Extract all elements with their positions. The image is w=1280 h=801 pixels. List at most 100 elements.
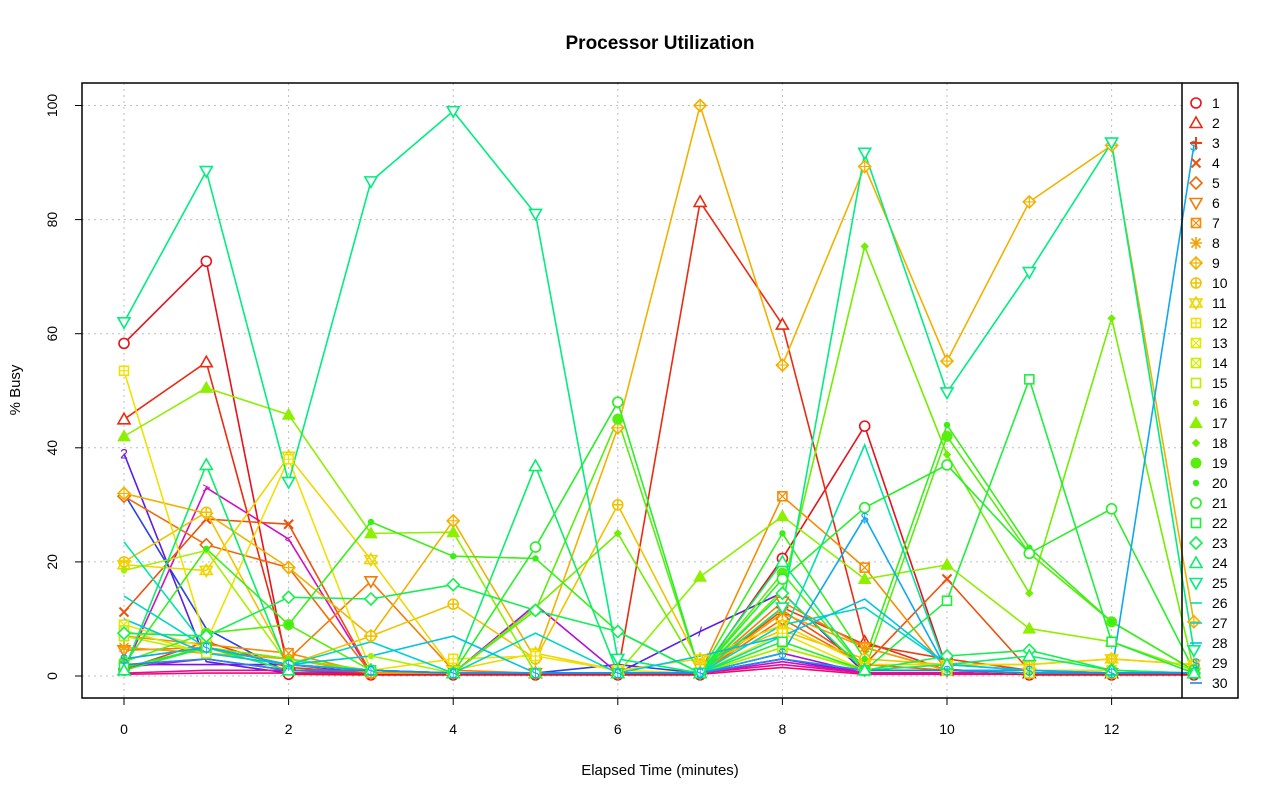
point-s21-x10	[941, 459, 953, 471]
y-tick-label-2: 40	[44, 440, 60, 456]
point-s23-x5	[528, 603, 543, 618]
legend-swatch-4	[1190, 157, 1202, 169]
legend-swatch-1	[1190, 97, 1202, 109]
point-s1-x9	[858, 420, 871, 432]
x-tick-label-2: 4	[449, 721, 457, 737]
point-s12-x8	[777, 627, 788, 639]
legend-label-29: 29	[1212, 655, 1228, 671]
point-s18-x9	[860, 242, 869, 251]
legend-swatch-25	[1188, 577, 1204, 591]
point-s1-x0	[118, 337, 130, 350]
x-tick-label-3: 6	[614, 721, 622, 737]
y-tick-label-0: 0	[44, 672, 60, 680]
x-tick-label-4: 8	[779, 721, 787, 737]
point-s29-x10: $	[943, 662, 951, 678]
point-s20-x5	[532, 555, 539, 562]
point-s9-x9	[857, 159, 872, 174]
point-s8-x0	[118, 641, 130, 654]
point-s21-x11	[1023, 547, 1036, 560]
series-line-25	[123, 110, 1195, 674]
point-s23-x3	[363, 591, 379, 607]
legend-label-13: 13	[1212, 335, 1228, 351]
legend-swatch-8	[1190, 237, 1202, 249]
point-s16-x0	[120, 567, 128, 574]
point-s12-x5	[530, 650, 541, 662]
legend-swatch-23	[1188, 535, 1204, 551]
point-s4-x0	[118, 606, 130, 618]
point-s22-x11	[1024, 374, 1035, 385]
point-s4-x2	[283, 519, 294, 530]
point-s24-x9	[857, 662, 873, 676]
point-s7-x8	[777, 490, 788, 502]
point-s10-x6	[611, 499, 624, 511]
point-s9-x7	[692, 98, 708, 113]
legend-label-4: 4	[1212, 155, 1220, 171]
point-s24-x10	[939, 656, 955, 670]
legend-label-5: 5	[1212, 175, 1220, 191]
extra-series-line-2	[123, 453, 1194, 674]
point-s11-x7	[692, 651, 708, 667]
point-s25-x2	[281, 476, 296, 490]
point-s29-x4: $	[449, 665, 457, 681]
point-s7-x9	[859, 562, 871, 573]
legend-label-24: 24	[1212, 555, 1228, 571]
point-s25-x8	[775, 602, 790, 616]
legend-swatch-9	[1188, 255, 1204, 271]
point-s20-x1	[203, 545, 210, 552]
point-s25-x10	[939, 387, 955, 401]
series-markers: $ $ $ $ $ $ $ $ $ $ $ $ $ $	[116, 98, 1202, 681]
point-s17-x0	[117, 429, 131, 442]
legend-swatch-2	[1188, 115, 1204, 129]
point-s24-x13	[1186, 665, 1202, 679]
point-s25-x12	[1104, 137, 1119, 151]
legend-label-15: 15	[1212, 375, 1228, 391]
point-s22-x8	[777, 636, 788, 648]
y-tick-label-3: 60	[44, 326, 60, 342]
point-s29-x7: $	[696, 665, 704, 681]
legend-label-14: 14	[1212, 355, 1228, 371]
point-s24-x3	[363, 662, 379, 676]
x-axis-label: Elapsed Time (minutes)	[581, 762, 739, 779]
point-s10-x1	[200, 506, 213, 519]
point-s16-x3	[367, 652, 375, 660]
point-s29-x3: $	[367, 662, 375, 678]
legend-label-22: 22	[1212, 515, 1228, 531]
legend-swatch-10	[1190, 277, 1202, 289]
legend-swatch-24	[1188, 555, 1204, 569]
point-s24-x12	[1104, 662, 1119, 676]
legend-label-28: 28	[1212, 635, 1228, 651]
point-s29-x8: $	[779, 645, 787, 661]
point-s21-x6	[611, 396, 624, 408]
legend-swatch-3	[1190, 137, 1202, 149]
legend-label-9: 9	[1212, 255, 1220, 271]
legend-swatch-13	[1190, 337, 1202, 349]
legend-label-6: 6	[1212, 195, 1220, 211]
legend-swatch-29: $	[1192, 655, 1200, 671]
legend-swatch-12	[1190, 317, 1202, 329]
point-s4-x10	[941, 573, 953, 585]
legend-swatch-17	[1189, 415, 1203, 428]
point-s11-x3	[363, 552, 379, 568]
point-s24-x1	[198, 457, 214, 471]
legend-swatch-21	[1190, 497, 1202, 509]
point-s17-x2	[281, 407, 296, 420]
annotation-2: >	[202, 480, 210, 496]
series-line-9	[123, 102, 1195, 661]
point-s24-x2	[281, 662, 296, 676]
point-s17-x9	[857, 572, 872, 585]
point-s1-x1	[200, 255, 213, 268]
point-s23-x4	[446, 577, 461, 592]
legend-label-18: 18	[1212, 435, 1228, 451]
point-s10-x4	[447, 598, 460, 610]
legend-label-12: 12	[1212, 315, 1228, 331]
x-tick-label-1: 2	[285, 721, 293, 737]
legend-label-16: 16	[1212, 395, 1228, 411]
point-s12-x2	[283, 453, 294, 465]
point-s25-x4	[445, 105, 461, 119]
point-s6-x3	[363, 575, 379, 589]
point-s29-x11: $	[1025, 662, 1033, 678]
legend-label-26: 26	[1212, 595, 1228, 611]
point-s2-x0	[116, 411, 132, 425]
series-line-30	[123, 658, 1194, 674]
